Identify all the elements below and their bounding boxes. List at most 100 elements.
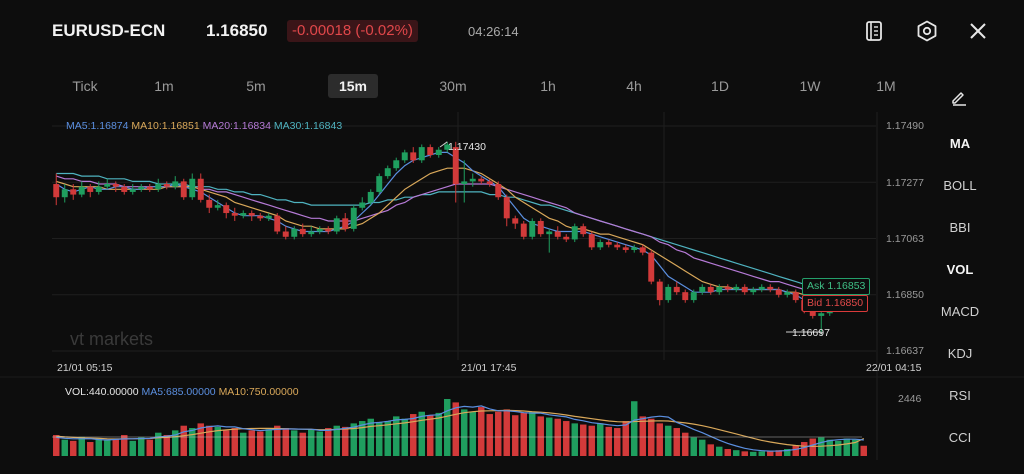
volume-bar	[835, 440, 842, 456]
timeframe-15m[interactable]: 15m	[328, 74, 378, 98]
timeframe-1w[interactable]: 1W	[799, 78, 821, 94]
volume-bar	[163, 435, 170, 456]
indicator-macd[interactable]: MACD	[940, 304, 980, 319]
candle-body	[223, 205, 230, 214]
time-tick: 22/01 04:15	[866, 362, 922, 374]
candle-body	[707, 286, 714, 293]
volume-bar	[104, 440, 111, 456]
ma-lines	[55, 151, 865, 309]
ma5-value: MA5:1.16874	[66, 120, 129, 132]
indicator-kdj[interactable]: KDJ	[947, 346, 973, 361]
candle-body	[367, 191, 374, 203]
candle-body	[588, 234, 595, 248]
price-tick: 1.16637	[886, 345, 924, 357]
candle-body	[299, 228, 306, 235]
volume-bar	[758, 451, 765, 456]
volume-bar	[78, 436, 85, 456]
candle-body	[597, 242, 604, 248]
ma-legend: MA5:1.16874 MA10:1.16851 MA20:1.16834 MA…	[66, 120, 342, 132]
candle-body	[189, 178, 196, 198]
volume-bar	[274, 425, 281, 456]
volume-bar	[308, 429, 315, 456]
timeframe-4h[interactable]: 4h	[626, 78, 642, 94]
candle-body	[350, 207, 357, 229]
volume-bar	[376, 422, 383, 456]
candle-body	[282, 231, 289, 237]
candle-body	[792, 292, 799, 301]
candle-body	[435, 149, 442, 156]
timeframe-1h[interactable]: 1h	[540, 78, 556, 94]
volume-bar	[197, 423, 204, 456]
candle-body	[214, 205, 221, 208]
candle-body	[376, 176, 383, 192]
volume-bar	[682, 432, 689, 456]
indicator-cci[interactable]: CCI	[948, 430, 972, 445]
candle-body	[231, 213, 238, 216]
volume-bar	[826, 439, 833, 456]
settings-icon[interactable]	[915, 18, 939, 44]
timeframe-1d[interactable]: 1D	[711, 78, 729, 94]
volume-bar	[775, 450, 782, 456]
volume-bar	[707, 444, 714, 456]
ma10-line	[56, 167, 864, 304]
candle-body	[724, 286, 731, 290]
low-price-label: 1.16697	[792, 327, 830, 339]
chart-grid	[0, 112, 1024, 460]
volume-bar	[563, 421, 570, 456]
volume-bar	[631, 401, 638, 456]
volume-bar	[741, 451, 748, 456]
timeframe-1mo[interactable]: 1M	[876, 78, 896, 94]
price-tick: 1.17277	[886, 177, 924, 189]
candle-body	[818, 313, 825, 316]
indicator-vol[interactable]: VOL	[946, 262, 974, 277]
timeframe-1m[interactable]: 1m	[154, 78, 174, 94]
close-icon[interactable]	[966, 18, 990, 44]
ask-price-tag: Ask 1.16853	[802, 278, 871, 295]
candle-body	[316, 228, 323, 232]
candle-body	[104, 184, 111, 187]
ma30-value: MA30:1.16843	[273, 120, 343, 132]
time-tick: 21/01 17:45	[461, 362, 517, 374]
timeframe-30m[interactable]: 30m	[439, 78, 467, 94]
top-bar: EURUSD-ECN 1.16850 -0.00018 (-0.02%) 04:…	[0, 0, 1024, 62]
volume-ma-lines	[52, 405, 865, 452]
volume-bar	[223, 430, 230, 456]
volume-bar	[291, 430, 298, 456]
volume-bar	[716, 446, 723, 456]
current-price: 1.16850	[206, 21, 268, 40]
candle-body	[410, 152, 417, 161]
candle-body	[503, 197, 510, 219]
candle-body	[172, 181, 179, 187]
price-markers	[439, 141, 822, 335]
volume-bar	[750, 451, 757, 456]
indicator-bbi[interactable]: BBI	[949, 220, 971, 235]
timeframe-5m[interactable]: 5m	[246, 78, 266, 94]
candle-body	[563, 236, 570, 240]
indicator-boll[interactable]: BOLL	[943, 178, 977, 193]
vol-ma10-line	[56, 409, 865, 448]
candle-body	[571, 226, 578, 240]
symbol-title[interactable]: EURUSD-ECN	[52, 21, 166, 40]
candle-body	[70, 189, 77, 195]
volume-bar	[665, 425, 672, 456]
book-icon[interactable]	[862, 18, 886, 44]
volume-bar	[70, 440, 77, 456]
candle-body	[138, 186, 145, 190]
timeframe-tick[interactable]: Tick	[72, 78, 98, 94]
server-time: 04:26:14	[468, 24, 519, 39]
indicator-ma[interactable]: MA	[949, 136, 971, 151]
candle-body	[750, 289, 757, 293]
candle-body	[257, 215, 264, 219]
volume-bar	[325, 428, 332, 456]
volume-bar	[537, 416, 544, 456]
volume-bar	[843, 438, 850, 456]
volume-bar	[333, 425, 340, 456]
candle-body	[648, 252, 655, 282]
volume-tick: 2446	[898, 393, 922, 405]
candle-body	[155, 184, 162, 190]
pencil-icon[interactable]	[950, 88, 968, 106]
indicator-rsi[interactable]: RSI	[949, 388, 971, 403]
candle-body	[775, 289, 782, 295]
volume-bar	[512, 415, 519, 456]
